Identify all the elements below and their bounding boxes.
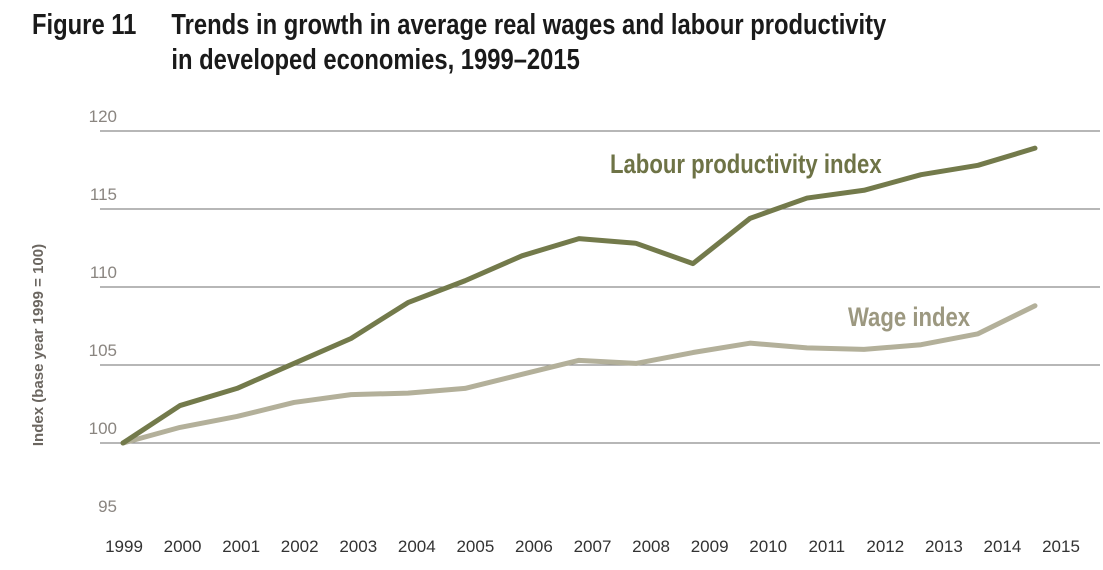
y-tick-label: 100 [89,419,117,438]
title-line-1: Trends in growth in average real wages a… [171,9,887,41]
x-tick-label: 2000 [164,537,202,556]
figure-number: Figure 11 [32,9,137,41]
x-tick-label: 2007 [574,537,612,556]
x-tick-label: 2014 [984,537,1022,556]
figure-title: Figure 11 Trends in growth in average rea… [32,8,886,78]
x-tick-label: 2005 [456,537,494,556]
series-label-wage: Wage index [848,303,970,333]
x-tick-labels: 1999 2000 2001 2002 2003 2004 2005 2006 2007 2008… [105,537,1080,556]
title-line-2: in developed economies, 1999–2015 [171,44,580,76]
x-tick-label: 2009 [691,537,729,556]
series-lines [120,145,1038,446]
series-label-labour-productivity: Labour productivity index [610,150,882,180]
x-tick-label: 2008 [632,537,670,556]
gridlines [100,130,1100,444]
x-tick-label: 1999 [105,537,143,556]
y-tick-label: 110 [90,263,117,282]
x-tick-label: 2010 [749,537,787,556]
x-tick-label: 2004 [398,537,436,556]
y-tick-label: 105 [89,341,117,360]
x-tick-label: 2001 [222,537,260,556]
x-tick-label: 2011 [808,537,845,556]
series-line-labour-productivity [120,145,1038,446]
y-tick-labels: 95 100 105 110 115 120 [89,107,117,516]
y-tick-label: 95 [98,497,117,516]
y-tick-label: 115 [90,185,117,204]
x-tick-label: 2002 [281,537,319,556]
x-tick-label: 2013 [925,537,963,556]
y-tick-label: 120 [89,107,117,126]
x-tick-label: 2006 [515,537,553,556]
x-tick-label: 2012 [866,537,904,556]
x-tick-label: 2015 [1042,537,1080,556]
y-axis-label: Index (base year 1999 = 100) [30,244,47,446]
x-tick-label: 2003 [339,537,377,556]
